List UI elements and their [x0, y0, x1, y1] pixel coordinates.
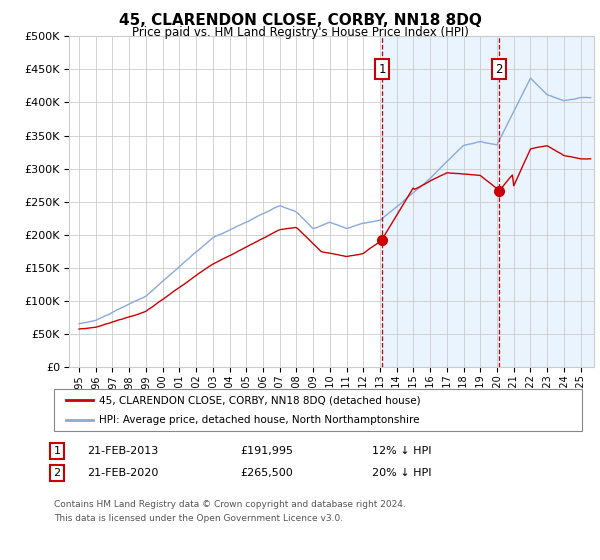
Text: 20% ↓ HPI: 20% ↓ HPI — [372, 468, 431, 478]
Text: 45, CLARENDON CLOSE, CORBY, NN18 8DQ: 45, CLARENDON CLOSE, CORBY, NN18 8DQ — [119, 13, 481, 28]
Text: HPI: Average price, detached house, North Northamptonshire: HPI: Average price, detached house, Nort… — [99, 415, 419, 425]
Text: 21-FEB-2020: 21-FEB-2020 — [87, 468, 158, 478]
Text: £191,995: £191,995 — [240, 446, 293, 456]
Text: 2: 2 — [495, 63, 503, 76]
Text: 12% ↓ HPI: 12% ↓ HPI — [372, 446, 431, 456]
Text: 1: 1 — [378, 63, 386, 76]
Text: Price paid vs. HM Land Registry's House Price Index (HPI): Price paid vs. HM Land Registry's House … — [131, 26, 469, 39]
Bar — [382, 36, 599, 367]
Text: 2: 2 — [53, 468, 61, 478]
Text: Contains HM Land Registry data © Crown copyright and database right 2024.: Contains HM Land Registry data © Crown c… — [54, 500, 406, 509]
Text: 45, CLARENDON CLOSE, CORBY, NN18 8DQ (detached house): 45, CLARENDON CLOSE, CORBY, NN18 8DQ (de… — [99, 395, 421, 405]
Text: 1: 1 — [53, 446, 61, 456]
Text: 21-FEB-2013: 21-FEB-2013 — [87, 446, 158, 456]
Text: This data is licensed under the Open Government Licence v3.0.: This data is licensed under the Open Gov… — [54, 514, 343, 523]
Text: £265,500: £265,500 — [240, 468, 293, 478]
